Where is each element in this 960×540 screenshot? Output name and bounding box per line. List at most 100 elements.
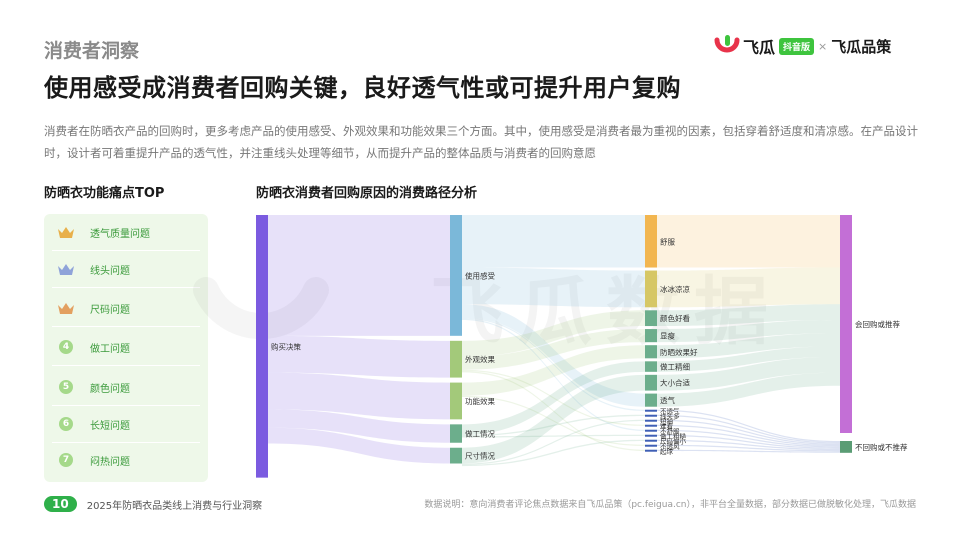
sankey-node [645, 449, 657, 452]
sankey-link [462, 439, 645, 467]
sankey-link [462, 310, 645, 357]
sankey-node [645, 374, 657, 391]
sankey-link [657, 215, 840, 268]
sankey-node-label: 大小合适 [660, 378, 690, 388]
sankey-link [462, 318, 645, 432]
sankey-node-label: 会回购或推荐 [855, 319, 900, 329]
sankey-link [462, 374, 645, 464]
sankey-link [268, 372, 450, 420]
sankey-link [657, 449, 840, 453]
sankey-chart: 购买决策 使用感受外观效果功能效果做工情况尺寸情况 舒服冰冰凉凉颜色好看显瘦防晒效果… [240, 205, 930, 495]
page-title: 使用感受成消费者回购关键，良好透气性或可提升用户复购 [44, 74, 681, 102]
sankey-node-label: 不透气 [660, 407, 680, 416]
sankey-node [450, 424, 462, 443]
sankey-node-label: 短袖 [660, 417, 674, 426]
sankey-link [462, 317, 645, 412]
sankey-node-label: 做工情况 [465, 429, 495, 439]
sankey-node-label: 显瘦 [660, 331, 675, 341]
sankey-link [657, 409, 840, 443]
sankey-link [462, 304, 645, 407]
logo-separator: × [818, 39, 828, 53]
sankey-link [657, 424, 840, 447]
sankey-link [268, 335, 450, 378]
rank-5-badge: 5 [59, 380, 73, 394]
sankey-node [450, 382, 462, 420]
sankey-link [657, 346, 840, 372]
sankey-node [645, 439, 657, 442]
sankey-node-label: 冰冰凉凉 [660, 284, 690, 294]
rank-4-badge: 4 [59, 340, 73, 354]
sankey-link [462, 345, 645, 396]
sankey-node-label: 难看 [660, 422, 674, 431]
sankey-node [645, 429, 657, 432]
sankey-node [645, 329, 657, 343]
pain-points-list: 透气质量问题 线头问题 尺码问题 4 做工问题 5 颜色问题 6 长短问题 7 … [44, 214, 208, 482]
pain-points-title: 防晒衣功能痛点TOP [44, 186, 165, 201]
sankey-link [657, 444, 840, 452]
sankey-node [450, 340, 462, 378]
pain-item: 透气质量问题 [52, 214, 200, 251]
sankey-node-label: 颜色好看 [660, 313, 690, 323]
pain-item-label: 线头问题 [90, 265, 130, 277]
sankey-node-label: 舒服 [660, 236, 675, 246]
sankey-node [645, 361, 657, 372]
sankey-link [657, 414, 840, 444]
logo-brand-2: 飞瓜品策 [831, 37, 892, 56]
feigua-logo-icon [714, 34, 740, 58]
sankey-link [268, 427, 450, 464]
pain-item-label: 长短问题 [90, 420, 130, 432]
sankey-node [645, 444, 657, 447]
sankey-link [268, 409, 450, 443]
sankey-link [657, 419, 840, 445]
sankey-node-label: 做工粗糙 [660, 432, 687, 441]
silver-crown-icon [56, 263, 76, 276]
sankey-node-label: 线头多 [660, 412, 680, 421]
pain-item-label: 闷热问题 [90, 456, 130, 468]
sankey-link [462, 371, 645, 452]
sankey-node [645, 424, 657, 427]
sankey-link [462, 267, 645, 308]
sankey-link [462, 395, 645, 447]
sankey-node [256, 215, 268, 478]
sankey-node [450, 215, 462, 336]
sankey-node-label: 外观效果 [465, 354, 495, 364]
sankey-link [657, 434, 840, 449]
sankey-node [645, 345, 657, 359]
sankey-node [450, 447, 462, 464]
sankey-node-label: 使用感受 [465, 270, 495, 280]
pain-item: 5 颜色问题 [52, 369, 200, 406]
logo-badge: 抖音版 [779, 37, 815, 55]
sankey-node [645, 215, 657, 268]
sankey-link [268, 215, 450, 336]
sankey-node-label: 功能效果 [465, 396, 495, 406]
sankey-node-label: 起球 [660, 447, 674, 456]
pain-item: 线头问题 [52, 251, 200, 288]
sankey-link [657, 439, 840, 451]
pain-item-label: 颜色问题 [90, 383, 130, 395]
sankey-node-label: 尺码偏小 [660, 437, 687, 446]
sankey-node [840, 440, 852, 453]
sankey-title: 防晒衣消费者回购原因的消费路径分析 [256, 186, 478, 201]
brand-logo: 飞瓜 抖音版 × 飞瓜品策 [714, 34, 891, 58]
rank-7-badge: 7 [59, 453, 73, 467]
page-description: 消费者在防晒衣产品的回购时，更多考虑产品的使用感受、外观效果和功能效果三个方面。… [44, 124, 918, 160]
sankey-node [645, 414, 657, 417]
rank-6-badge: 6 [59, 417, 73, 431]
sankey-link [462, 369, 645, 427]
sankey-link [462, 329, 645, 370]
sankey-link [657, 304, 840, 327]
sankey-node-label: 购买决策 [271, 341, 301, 351]
sankey-node [645, 434, 657, 437]
sankey-node-label: 尺寸情况 [465, 451, 495, 461]
sankey-node-label: 防晒效果好 [660, 347, 698, 357]
sankey-link [462, 215, 645, 268]
sankey-link [657, 267, 840, 308]
sankey-node [645, 419, 657, 422]
sankey-node [840, 215, 852, 433]
sankey-node [645, 409, 657, 412]
sankey-node-label: 透气 [660, 395, 675, 405]
sankey-node-label: 不透风 [660, 443, 680, 451]
section-label: 消费者洞察 [44, 40, 140, 62]
page-number: 10 [44, 496, 77, 512]
